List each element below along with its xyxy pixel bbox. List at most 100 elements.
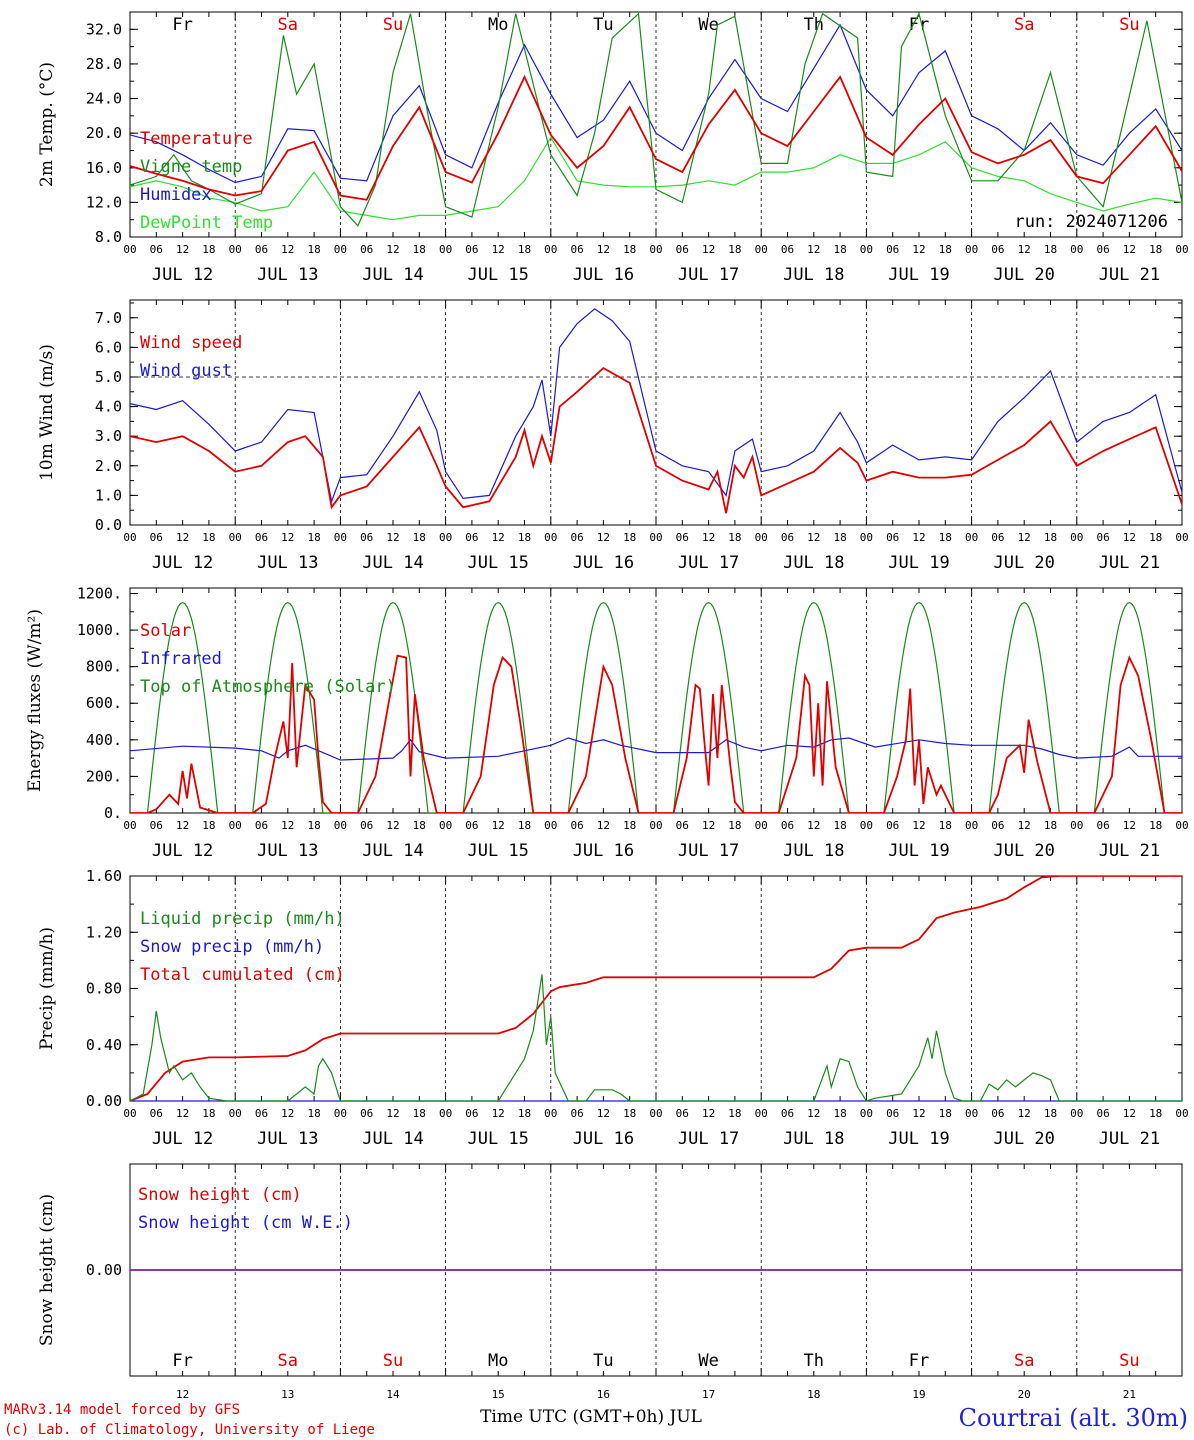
series-wind-speed (130, 366, 1182, 514)
y-tick-label: 400. (86, 731, 122, 749)
day-name: Mo (488, 15, 508, 35)
hour-tick-label: 12 (386, 243, 399, 256)
hour-tick-label: 18 (1044, 243, 1057, 256)
hour-tick-label: 18 (307, 819, 320, 832)
hour-tick-label: 06 (886, 243, 899, 256)
hour-tick-label: 06 (886, 531, 899, 544)
hour-tick-label: 12 (176, 819, 189, 832)
date-label: JUL 13 (257, 841, 318, 861)
hour-tick-label: 06 (781, 819, 794, 832)
y-tick-label: 1000. (77, 621, 122, 639)
panel-frame (129, 587, 1183, 814)
hour-tick-label: 12 (807, 243, 820, 256)
date-label: JUL 14 (362, 1129, 423, 1149)
hour-tick-label: 06 (886, 1107, 899, 1120)
hour-tick-label: 00 (965, 819, 978, 832)
hour-tick-label: 18 (518, 1107, 531, 1120)
hour-tick-label: 12 (1123, 243, 1136, 256)
hour-tick-label: 12 (281, 531, 294, 544)
legend-entry: Snow height (cm) (138, 1185, 302, 1205)
panel-wind: 00 06 12 18 00 06 12 18 00 06 12 18 00 06 12 18 00 06 12 18… (37, 299, 1189, 573)
y-tick-label: 200. (86, 767, 122, 785)
hour-tick-label: 18 (728, 819, 741, 832)
hour-tick-label: 18 (413, 819, 426, 832)
hour-tick-label: 00 (123, 1107, 136, 1120)
hour-tick-label: 00 (1175, 819, 1188, 832)
date-label: JUL 12 (152, 553, 213, 573)
day-name: Fr (909, 15, 929, 35)
hour-tick-label: 12 (281, 819, 294, 832)
date-label: JUL 18 (783, 265, 844, 285)
legend-entry: Solar (140, 621, 191, 641)
hour-tick-label: 18 (307, 531, 320, 544)
hour-tick-label: 06 (360, 531, 373, 544)
hour-tick-label: 12 (597, 819, 610, 832)
panel-frame (129, 299, 1183, 526)
date-label: JUL 21 (1099, 1129, 1160, 1149)
hour-tick-label: 06 (360, 819, 373, 832)
hour-tick-label: 06 (570, 531, 583, 544)
hour-tick-label: 06 (991, 819, 1004, 832)
hour-tick-label: 06 (465, 531, 478, 544)
hour-tick-label: 00 (1070, 243, 1083, 256)
legend-entry: Temperature (140, 129, 253, 149)
hour-tick-label: 06 (255, 243, 268, 256)
hour-tick-label: 18 (939, 531, 952, 544)
hour-tick-label: 00 (965, 1107, 978, 1120)
hour-tick-label: 06 (150, 531, 163, 544)
legend-entry: Total cumulated (cm) (140, 965, 345, 985)
day-name: Mo (488, 1351, 508, 1371)
hour-tick-label: 12 (912, 819, 925, 832)
hour-tick-label: 12 (597, 243, 610, 256)
hour-tick-label: 00 (965, 243, 978, 256)
day-name: Fr (172, 15, 192, 35)
date-label: JUL 20 (993, 841, 1054, 861)
date-label: JUL 18 (783, 553, 844, 573)
date-label: JUL 13 (257, 1129, 318, 1149)
day-name: Sa (278, 15, 298, 35)
day-name: Su (1119, 1351, 1139, 1371)
hour-tick-label: 18 (1044, 819, 1057, 832)
day-name: Su (383, 1351, 403, 1371)
hour-tick-label: 06 (676, 819, 689, 832)
y-tick-label: 0.0 (95, 516, 122, 534)
hour-tick-label: 12 (1018, 1107, 1031, 1120)
day-number: 20 (1018, 1388, 1031, 1401)
panel-snow: Fr Sa Su Mo Tu We Th Fr Sa Su 12 13 14 15 16 17 18 19 20 21… (37, 1163, 1183, 1401)
hour-tick-label: 00 (439, 531, 452, 544)
y-tick-label: 1.20 (86, 923, 122, 941)
day-number: 12 (176, 1388, 189, 1401)
hour-tick-label: 06 (676, 243, 689, 256)
hour-tick-label: 12 (1123, 1107, 1136, 1120)
hour-tick-label: 00 (860, 1107, 873, 1120)
series-solar (130, 654, 1182, 813)
date-label: JUL 18 (783, 841, 844, 861)
date-label: JUL 13 (257, 265, 318, 285)
day-name: Su (383, 15, 403, 35)
hour-tick-label: 12 (807, 531, 820, 544)
hour-tick-label: 00 (334, 819, 347, 832)
panel-energy: 00 06 12 18 00 06 12 18 00 06 12 18 00 06 12 18 00 06 12 18… (25, 584, 1189, 861)
hour-tick-label: 06 (150, 243, 163, 256)
y-tick-label: 1.60 (86, 867, 122, 885)
hour-tick-label: 18 (518, 243, 531, 256)
hour-tick-label: 12 (492, 243, 505, 256)
hour-tick-label: 06 (570, 1107, 583, 1120)
hour-tick-label: 12 (702, 1107, 715, 1120)
series-total-cumulated-cm (130, 876, 1182, 1101)
date-label: JUL 19 (888, 265, 949, 285)
date-label: JUL 20 (993, 1129, 1054, 1149)
date-label: JUL 14 (362, 265, 423, 285)
y-tick-label: 0.40 (86, 1036, 122, 1054)
hour-tick-label: 18 (413, 1107, 426, 1120)
day-name: Th (804, 15, 824, 35)
hour-tick-label: 12 (702, 243, 715, 256)
date-label: JUL 12 (152, 1129, 213, 1149)
legend-entry: Vigne temp (140, 157, 242, 177)
y-tick-label: 3.0 (95, 427, 122, 445)
hour-tick-label: 06 (1096, 243, 1109, 256)
series-vigne-temp (130, 12, 1182, 227)
hour-tick-label: 18 (1149, 243, 1162, 256)
hour-tick-label: 00 (649, 243, 662, 256)
day-name: Th (804, 1351, 824, 1371)
